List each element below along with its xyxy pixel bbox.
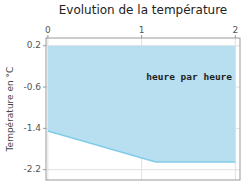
tick-label: -2.2	[23, 164, 41, 174]
title: Evolution de la température	[59, 3, 228, 17]
tick	[141, 35, 142, 38]
tick-label: -1.4	[23, 123, 41, 133]
tick	[43, 169, 46, 170]
x-axis: 0 1 2	[45, 25, 238, 38]
area	[48, 46, 235, 162]
chart: 0.2 -0.6 -1.4 -2.2 0 1 2 Evolution de la tempér…	[0, 0, 250, 188]
chart-container: 0.2 -0.6 -1.4 -2.2 0 1 2 Evolution de la tempér…	[0, 0, 250, 188]
tick-label: 0.2	[27, 40, 41, 50]
grid	[46, 38, 240, 180]
tick	[43, 87, 46, 88]
tick	[47, 35, 48, 38]
tick	[235, 35, 236, 38]
plot-frame	[46, 38, 240, 180]
tick	[43, 128, 46, 129]
axis-label: Température en °C	[5, 67, 15, 153]
tick-label: 2	[232, 25, 238, 35]
line	[48, 131, 235, 162]
y-axis: 0.2 -0.6 -1.4 -2.2	[23, 40, 46, 174]
annotation: heure par heure	[146, 71, 232, 82]
tick-label: -0.6	[23, 82, 41, 92]
grid-line	[46, 169, 240, 170]
tick-label: 1	[139, 25, 145, 35]
plot-area	[48, 46, 235, 162]
tick-label: 0	[45, 25, 51, 35]
tick	[43, 45, 46, 46]
